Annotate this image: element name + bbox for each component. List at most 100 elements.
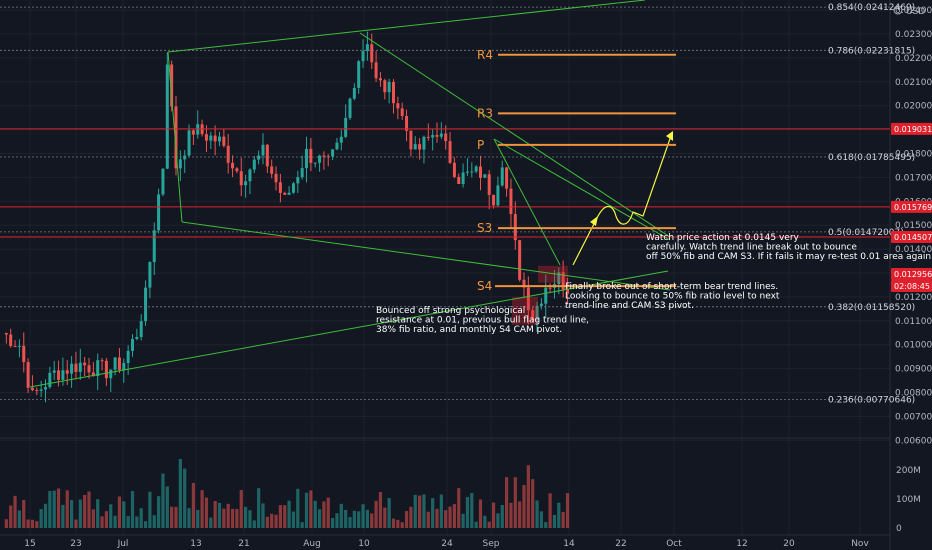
candle-body bbox=[531, 310, 535, 321]
time-tick-label: 20 bbox=[783, 539, 795, 549]
candle-body bbox=[87, 365, 91, 373]
volume-bar bbox=[13, 495, 17, 528]
volume-bar bbox=[152, 515, 156, 528]
candle-body bbox=[126, 350, 130, 363]
volume-bar bbox=[287, 500, 291, 528]
volume-bar bbox=[39, 509, 43, 528]
candle-body bbox=[439, 133, 443, 137]
volume-bar bbox=[352, 510, 356, 528]
candle-body bbox=[322, 155, 326, 157]
trend-lines bbox=[29, 0, 671, 388]
price-tick-label: 0.02100000 bbox=[895, 78, 932, 88]
volume-bar bbox=[4, 519, 8, 528]
candle-body bbox=[496, 185, 500, 206]
candle-body bbox=[187, 130, 191, 156]
volume-bar bbox=[65, 490, 69, 528]
candle-body bbox=[91, 372, 95, 377]
volume-bar bbox=[217, 502, 222, 528]
arrow-head bbox=[590, 216, 598, 226]
volume-bar bbox=[500, 504, 504, 528]
volume-tick-label: 0 bbox=[896, 524, 902, 534]
volume-bar bbox=[548, 493, 552, 528]
price-tick-label: 0.01500000 bbox=[895, 221, 932, 231]
candle-body bbox=[313, 162, 317, 164]
candle-body bbox=[500, 167, 504, 186]
highlight-box bbox=[512, 296, 538, 325]
candle-body bbox=[274, 173, 278, 183]
candle-body bbox=[235, 168, 239, 172]
time-tick-label: 22 bbox=[615, 539, 626, 549]
candle-body bbox=[261, 144, 265, 156]
volume-bar bbox=[165, 486, 169, 528]
price-tag-label: 02:08:45 bbox=[894, 282, 930, 291]
volume-bar bbox=[313, 500, 317, 528]
volume-bar bbox=[470, 492, 474, 528]
candle-body bbox=[396, 103, 400, 109]
time-tick-label: Jul bbox=[117, 539, 129, 549]
candle-body bbox=[74, 363, 78, 372]
volume-bar bbox=[544, 522, 548, 528]
volume-bar bbox=[96, 499, 100, 528]
candle-body bbox=[400, 108, 404, 117]
candle-body bbox=[44, 387, 47, 390]
volume-bar bbox=[404, 511, 409, 528]
volume-bar bbox=[183, 468, 187, 528]
volume-bar bbox=[109, 504, 113, 528]
volume-bar bbox=[426, 511, 430, 528]
fib-labels: 0.854(0.02412469) 0.786(0.02231815) 0.618(… bbox=[828, 3, 915, 405]
volume-bar bbox=[22, 499, 26, 528]
volume-bar bbox=[309, 490, 313, 528]
volume-bar bbox=[331, 517, 335, 528]
volume-bar bbox=[117, 496, 122, 528]
candle-body bbox=[444, 133, 448, 142]
time-axis[interactable]: 15 23 Jul 13 21 Aug 10 24 Sep 14 22 Oct 12 20 Nov bbox=[24, 539, 869, 549]
volume-bar bbox=[561, 511, 565, 528]
volume-bar bbox=[539, 511, 543, 528]
candle-body bbox=[374, 62, 378, 79]
volume-bar bbox=[135, 516, 139, 528]
time-tick-label: 21 bbox=[238, 539, 249, 549]
time-tick-label: 13 bbox=[190, 539, 201, 549]
candle-body bbox=[339, 136, 343, 143]
candle-body bbox=[270, 166, 274, 174]
candle-body bbox=[544, 287, 548, 304]
volume-bar bbox=[413, 494, 417, 528]
volume-bar bbox=[143, 521, 148, 528]
candle-body bbox=[135, 336, 139, 340]
candle-body bbox=[265, 144, 269, 167]
candle-body bbox=[13, 346, 17, 348]
settings-icon[interactable] bbox=[893, 5, 903, 15]
volume-bar bbox=[126, 515, 130, 528]
candle-body bbox=[387, 82, 391, 93]
candle-body bbox=[431, 134, 435, 138]
volume-bar bbox=[74, 519, 78, 528]
price-tick-label: 0.01000000 bbox=[895, 341, 932, 351]
volume-bar bbox=[248, 510, 252, 528]
price-tick-label: 0.01100000 bbox=[895, 317, 932, 327]
candle-body bbox=[405, 116, 409, 131]
trend-line bbox=[181, 221, 671, 291]
candle-body bbox=[213, 135, 217, 142]
candle-body bbox=[418, 144, 422, 150]
time-tick-label: Aug bbox=[303, 539, 321, 549]
candle-body bbox=[226, 145, 230, 163]
price-tick-label: 0.01200000 bbox=[895, 293, 932, 303]
volume-bar bbox=[174, 506, 178, 528]
volume-bar bbox=[200, 490, 204, 528]
volume-bar bbox=[157, 496, 161, 528]
candle-body bbox=[505, 167, 509, 189]
price-tag-label: 0.01903189 bbox=[894, 125, 932, 134]
candle-body bbox=[465, 171, 469, 173]
candle-body bbox=[122, 362, 126, 370]
volume-bar bbox=[230, 508, 235, 528]
candle-body bbox=[291, 183, 295, 193]
volume-bar bbox=[43, 503, 48, 528]
candle-body bbox=[161, 168, 165, 195]
price-tick-label: 0.02400000 bbox=[895, 6, 932, 16]
volume-bar bbox=[531, 479, 535, 528]
candle-body bbox=[222, 136, 226, 146]
candle-body bbox=[300, 168, 304, 178]
trend-line bbox=[167, 51, 183, 223]
time-tick-label: 15 bbox=[24, 539, 35, 549]
